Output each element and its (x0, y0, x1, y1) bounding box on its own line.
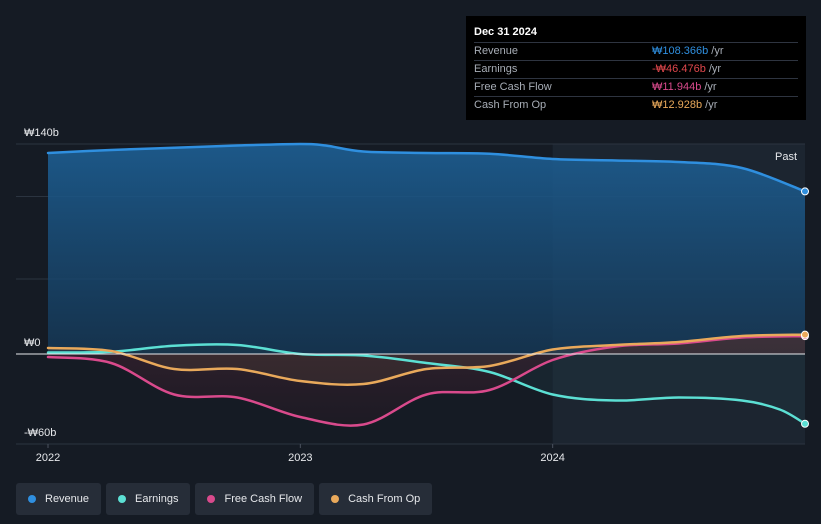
y-axis-bottom-label: -₩60b (24, 427, 56, 439)
revenue-end-point (801, 187, 809, 196)
tooltip-unit: /yr (708, 63, 722, 75)
earnings-revenue-chart: ₩140b ₩0 -₩60b Past 2022 2023 2024 (16, 127, 809, 464)
x-tick-label: 2024 (540, 452, 564, 464)
tooltip-label: Free Cash Flow (474, 81, 552, 93)
past-label: Past (775, 151, 797, 163)
tooltip-value: ₩11.944b (652, 81, 702, 93)
tooltip-value: ₩12.928b (652, 99, 703, 111)
series-lines (46, 142, 807, 427)
legend-label: Earnings (135, 493, 179, 505)
tooltip-row-earnings: Earnings -₩46.476b /yr (474, 60, 798, 78)
legend-dot-icon (207, 495, 216, 503)
tooltip-row-free-cash-flow: Free Cash Flow ₩11.944b /yr (474, 78, 798, 96)
tooltip-label: Earnings (474, 63, 518, 75)
x-tick-label: 2022 (36, 452, 60, 464)
legend-dot-icon (28, 495, 36, 503)
cash-from-op-end-point (801, 330, 809, 339)
tooltip-row-revenue: Revenue ₩108.366b /yr (474, 42, 798, 60)
legend-item-cash-from-op[interactable]: Cash From Op (319, 483, 433, 515)
tooltip-unit: /yr (704, 81, 717, 93)
tooltip-date: Dec 31 2024 (474, 26, 537, 38)
legend: Revenue Earnings Free Cash Flow Cash Fro… (16, 483, 433, 515)
revenue-line (46, 142, 807, 193)
legend-label: Free Cash Flow (224, 493, 303, 505)
x-axis-ticks: 2022 2023 2024 (36, 444, 565, 464)
free-cash-flow-area (48, 336, 805, 426)
legend-item-revenue[interactable]: Revenue (16, 483, 102, 515)
tooltip-unit: /yr (711, 45, 724, 57)
tooltip-row-cash-from-op: Cash From Op ₩12.928b /yr (474, 96, 798, 114)
earnings-area (48, 344, 805, 424)
tooltip-value: ₩108.366b (652, 45, 709, 57)
tooltip: Dec 31 2024 Revenue ₩108.366b /yr Earnin… (466, 16, 806, 120)
series-areas (48, 144, 805, 426)
y-axis-top-label: ₩140b (24, 127, 59, 139)
end-dots (801, 187, 809, 428)
revenue-area (48, 144, 805, 354)
legend-item-earnings[interactable]: Earnings (106, 483, 191, 515)
legend-dot-icon (118, 495, 127, 503)
legend-label: Revenue (45, 493, 90, 505)
legend-label: Cash From Op (348, 493, 421, 505)
tooltip-unit: /yr (705, 99, 718, 111)
x-tick-label: 2023 (288, 452, 312, 464)
tooltip-label: Cash From Op (474, 99, 547, 111)
tooltip-label: Revenue (474, 45, 519, 57)
legend-dot-icon (331, 495, 340, 503)
earnings-end-point (801, 419, 809, 428)
tooltip-value: -₩46.476b (652, 63, 706, 75)
free-cash-flow-line (46, 334, 807, 427)
legend-item-free-cash-flow[interactable]: Free Cash Flow (195, 483, 315, 515)
y-axis-zero-label: ₩0 (24, 337, 41, 349)
cash-from-op-line (46, 333, 807, 386)
